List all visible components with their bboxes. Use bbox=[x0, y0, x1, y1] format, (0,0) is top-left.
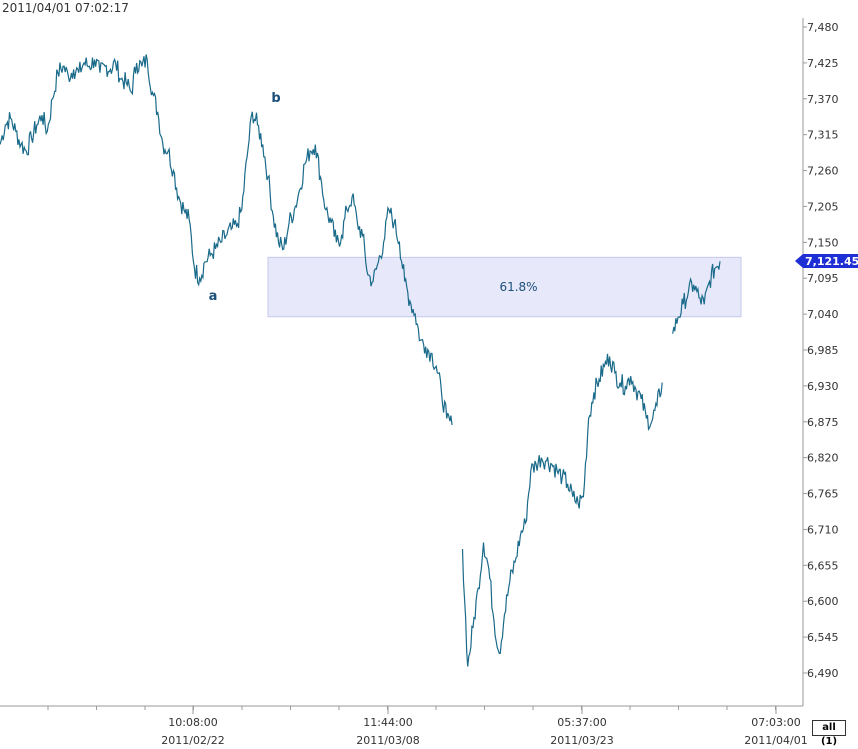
y-tick-label: 7,150 bbox=[807, 236, 839, 249]
y-tick-label: 6,490 bbox=[807, 667, 839, 680]
x-tick-time-label: 05:37:00 bbox=[557, 716, 606, 729]
y-tick-label: 6,765 bbox=[807, 488, 839, 501]
wave-label-b: b bbox=[271, 91, 280, 106]
y-tick-label: 6,930 bbox=[807, 380, 839, 393]
y-tick-label: 6,600 bbox=[807, 595, 839, 608]
y-tick-label: 7,370 bbox=[807, 93, 839, 106]
price-series-segment-2 bbox=[672, 261, 721, 334]
y-tick-label: 6,985 bbox=[807, 344, 839, 357]
y-tick-label: 6,710 bbox=[807, 523, 839, 536]
x-tick-date-label: 2011/03/23 bbox=[550, 734, 613, 747]
y-tick-label: 7,095 bbox=[807, 272, 839, 285]
chart-timestamp: 2011/04/01 07:02:17 bbox=[2, 1, 129, 15]
wave-label-a: a bbox=[209, 289, 218, 304]
y-tick-label: 7,425 bbox=[807, 57, 839, 70]
y-tick-label: 6,820 bbox=[807, 452, 839, 465]
x-tick-time-label: 10:08:00 bbox=[168, 716, 217, 729]
x-tick-date-label: 2011/03/08 bbox=[356, 734, 419, 747]
x-tick-time-label: 11:44:00 bbox=[363, 716, 412, 729]
y-tick-label: 7,260 bbox=[807, 165, 839, 178]
x-tick-time-label: 07:03:00 bbox=[751, 716, 800, 729]
y-tick-label: 7,040 bbox=[807, 308, 839, 321]
y-tick-label: 6,545 bbox=[807, 631, 839, 644]
retracement-zone-layer: 61.8% bbox=[267, 256, 742, 318]
last-price-label: 7,121.45 bbox=[805, 255, 858, 268]
y-tick-label: 7,315 bbox=[807, 129, 839, 142]
annotation-layer: 7,121.45 a b bbox=[209, 91, 858, 304]
y-tick-label: 6,655 bbox=[807, 559, 839, 572]
y-tick-label: 7,205 bbox=[807, 200, 839, 213]
range-all-button[interactable]: all (1) bbox=[812, 720, 846, 747]
price-series-segment-1 bbox=[461, 353, 663, 667]
x-tick-date-label: 2011/02/22 bbox=[161, 734, 224, 747]
price-series-segment-0 bbox=[0, 54, 453, 426]
axes-layer: 7,480 7,425 7,370 7,315 7,260 7,205 7,150 7,095… bbox=[0, 18, 839, 747]
y-tick-label: 6,875 bbox=[807, 416, 839, 429]
retracement-zone bbox=[267, 256, 742, 318]
series-layer bbox=[0, 54, 721, 667]
x-tick-date-label: 2011/04/01 bbox=[744, 734, 807, 747]
y-tick-label: 7,480 bbox=[807, 21, 839, 34]
retracement-zone-label: 61.8% bbox=[499, 280, 537, 294]
last-price-badge bbox=[795, 253, 858, 268]
